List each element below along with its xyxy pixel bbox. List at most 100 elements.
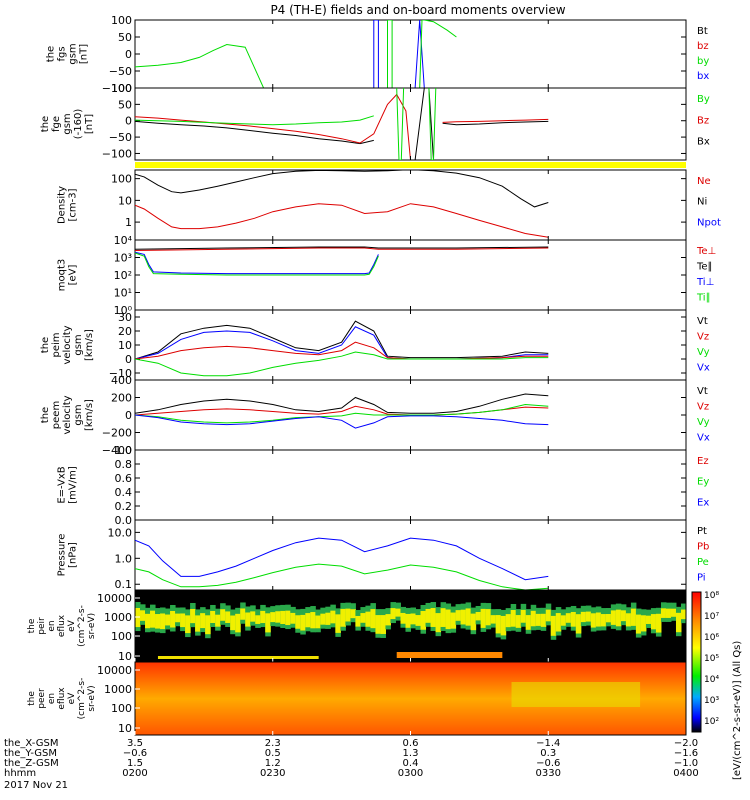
y-tick-label: 0.0 bbox=[115, 514, 133, 527]
legend-entry: Vt bbox=[697, 386, 708, 397]
legend-entry: By bbox=[697, 94, 710, 105]
y-tick-label: 30 bbox=[118, 311, 132, 324]
series-line bbox=[135, 43, 265, 88]
legend-entry: Ti∥ bbox=[696, 293, 711, 304]
series-line bbox=[387, 20, 393, 88]
series-line bbox=[135, 537, 549, 581]
x-tick-label: 1.5 bbox=[127, 758, 143, 769]
y-tick-label: 0.2 bbox=[115, 500, 133, 513]
y-tick-label: −100 bbox=[102, 82, 132, 95]
y-axis-label: (cm^2-s- bbox=[77, 605, 87, 647]
x-tick-label: 0.5 bbox=[265, 748, 281, 759]
series-line bbox=[419, 20, 457, 88]
y-axis-label: the bbox=[46, 46, 57, 62]
colorbar-tick: 10⁵ bbox=[704, 654, 719, 664]
x-tick-label: 0.4 bbox=[403, 758, 419, 769]
y-tick-label: 10 bbox=[118, 194, 132, 207]
y-tick-label: 0.6 bbox=[115, 472, 133, 485]
legend-entry: Bx bbox=[697, 137, 710, 148]
y-axis-label: velocity bbox=[62, 395, 73, 434]
y-axis-label: velocity bbox=[62, 325, 73, 364]
y-tick-label: 10⁰ bbox=[114, 304, 133, 317]
y-axis-label: peem bbox=[51, 401, 62, 429]
series-line bbox=[135, 93, 411, 160]
y-tick-label: 10² bbox=[114, 269, 132, 282]
y-axis-label: [km/s] bbox=[84, 399, 95, 431]
date-label: 2017 Nov 21 bbox=[4, 780, 68, 791]
y-axis-label: [km/s] bbox=[84, 329, 95, 361]
series-line bbox=[135, 563, 549, 590]
y-tick-label: 100 bbox=[111, 82, 132, 95]
legend-entry: Te∥ bbox=[696, 262, 713, 273]
legend-entry: Pb bbox=[697, 542, 709, 553]
y-axis-label: fgs bbox=[57, 46, 68, 61]
y-tick-label: 0 bbox=[125, 115, 132, 128]
y-tick-label: −200 bbox=[102, 427, 132, 440]
panel-6: 1.00.80.60.40.20.0 E=-VxB [mV/m] Ez Ey Ex bbox=[57, 444, 710, 527]
x-tick-label: 0.6 bbox=[403, 738, 419, 749]
x-tick-label: −1.4 bbox=[536, 738, 560, 749]
series-line bbox=[135, 403, 549, 424]
panel-frame bbox=[134, 19, 687, 89]
series-line bbox=[135, 247, 549, 251]
colorbar-label: [eV/(cm^2-s-sr-eV)] (All Qs) bbox=[732, 641, 743, 780]
legend-entry: Ey bbox=[697, 477, 709, 488]
y-axis-label: E=-VxB bbox=[57, 466, 68, 503]
y-axis-label: Pressure bbox=[57, 534, 68, 577]
x-tick-label: 1.3 bbox=[403, 748, 419, 759]
panel-frame bbox=[134, 169, 687, 241]
x-tick-label: −0.6 bbox=[123, 748, 147, 759]
series-line bbox=[135, 320, 549, 360]
y-axis-label: en bbox=[47, 620, 57, 631]
series-line bbox=[135, 414, 549, 429]
series-line bbox=[373, 20, 379, 88]
series-line bbox=[414, 20, 425, 88]
yellow-band bbox=[135, 162, 686, 168]
y-axis-label: eflux bbox=[57, 687, 67, 710]
y-tick-label: −400 bbox=[102, 444, 132, 457]
y-axis-label: (-160) bbox=[73, 109, 84, 140]
x-tick-label: 0.3 bbox=[540, 748, 556, 759]
y-tick-label: 1.0 bbox=[115, 552, 133, 565]
colorbar-tick: 10⁶ bbox=[704, 633, 719, 643]
panel-frame bbox=[134, 449, 687, 521]
y-axis-label: peir bbox=[37, 617, 47, 635]
legend-entry: Ex bbox=[697, 497, 709, 508]
series-line bbox=[442, 120, 549, 126]
panel-2: 100 10 1 Density [cm-3] Ne Ni Npot bbox=[57, 169, 721, 241]
series-line bbox=[135, 170, 549, 208]
legend-entry: Bt bbox=[697, 26, 708, 37]
spectrogram-0: 10000 1000 100 10 the peir en eflux eV (cm^2-s-sr… bbox=[27, 589, 687, 663]
y-axis-label: [nT] bbox=[84, 114, 95, 134]
series-line bbox=[414, 88, 434, 160]
y-tick-label: 10⁴ bbox=[114, 234, 133, 247]
y-axis-label: sr-eV) bbox=[87, 685, 97, 711]
x-tick-label: 0330 bbox=[536, 768, 561, 779]
y-tick-label: 10000 bbox=[97, 592, 132, 605]
legend-entry: Ez bbox=[697, 456, 709, 467]
y-axis-label: peim bbox=[51, 332, 62, 357]
panel-7: 10.0 1.0 0.1 Pressure [nPa] Pt Pb Pe Pi bbox=[57, 519, 709, 591]
y-tick-label: −100 bbox=[102, 147, 132, 160]
y-tick-label: −50 bbox=[109, 131, 132, 144]
y-tick-label: 10 bbox=[118, 722, 132, 735]
y-axis-label: sr-eV) bbox=[87, 613, 97, 639]
x-row-label: the_X-GSM bbox=[4, 738, 58, 749]
x-tick-label: −1.6 bbox=[674, 748, 698, 759]
y-tick-label: 1000 bbox=[104, 611, 132, 624]
series-line bbox=[135, 120, 374, 145]
y-axis-label: [mV/m] bbox=[68, 466, 79, 504]
series-line bbox=[135, 115, 374, 126]
y-tick-label: 0.1 bbox=[115, 578, 133, 591]
x-tick-label: −2.0 bbox=[674, 738, 698, 749]
series-line bbox=[135, 252, 379, 276]
x-row-label: hhmm bbox=[4, 768, 36, 779]
legend-entry: by bbox=[697, 56, 709, 67]
panel-0: 100 50 0 −50 −100 the fgs gsm [nT] Bt bz by bx bbox=[46, 14, 710, 95]
colorbar-tick: 10³ bbox=[704, 696, 719, 706]
y-tick-label: 20 bbox=[118, 325, 132, 338]
y-axis-label: (cm^2-s- bbox=[77, 678, 87, 720]
